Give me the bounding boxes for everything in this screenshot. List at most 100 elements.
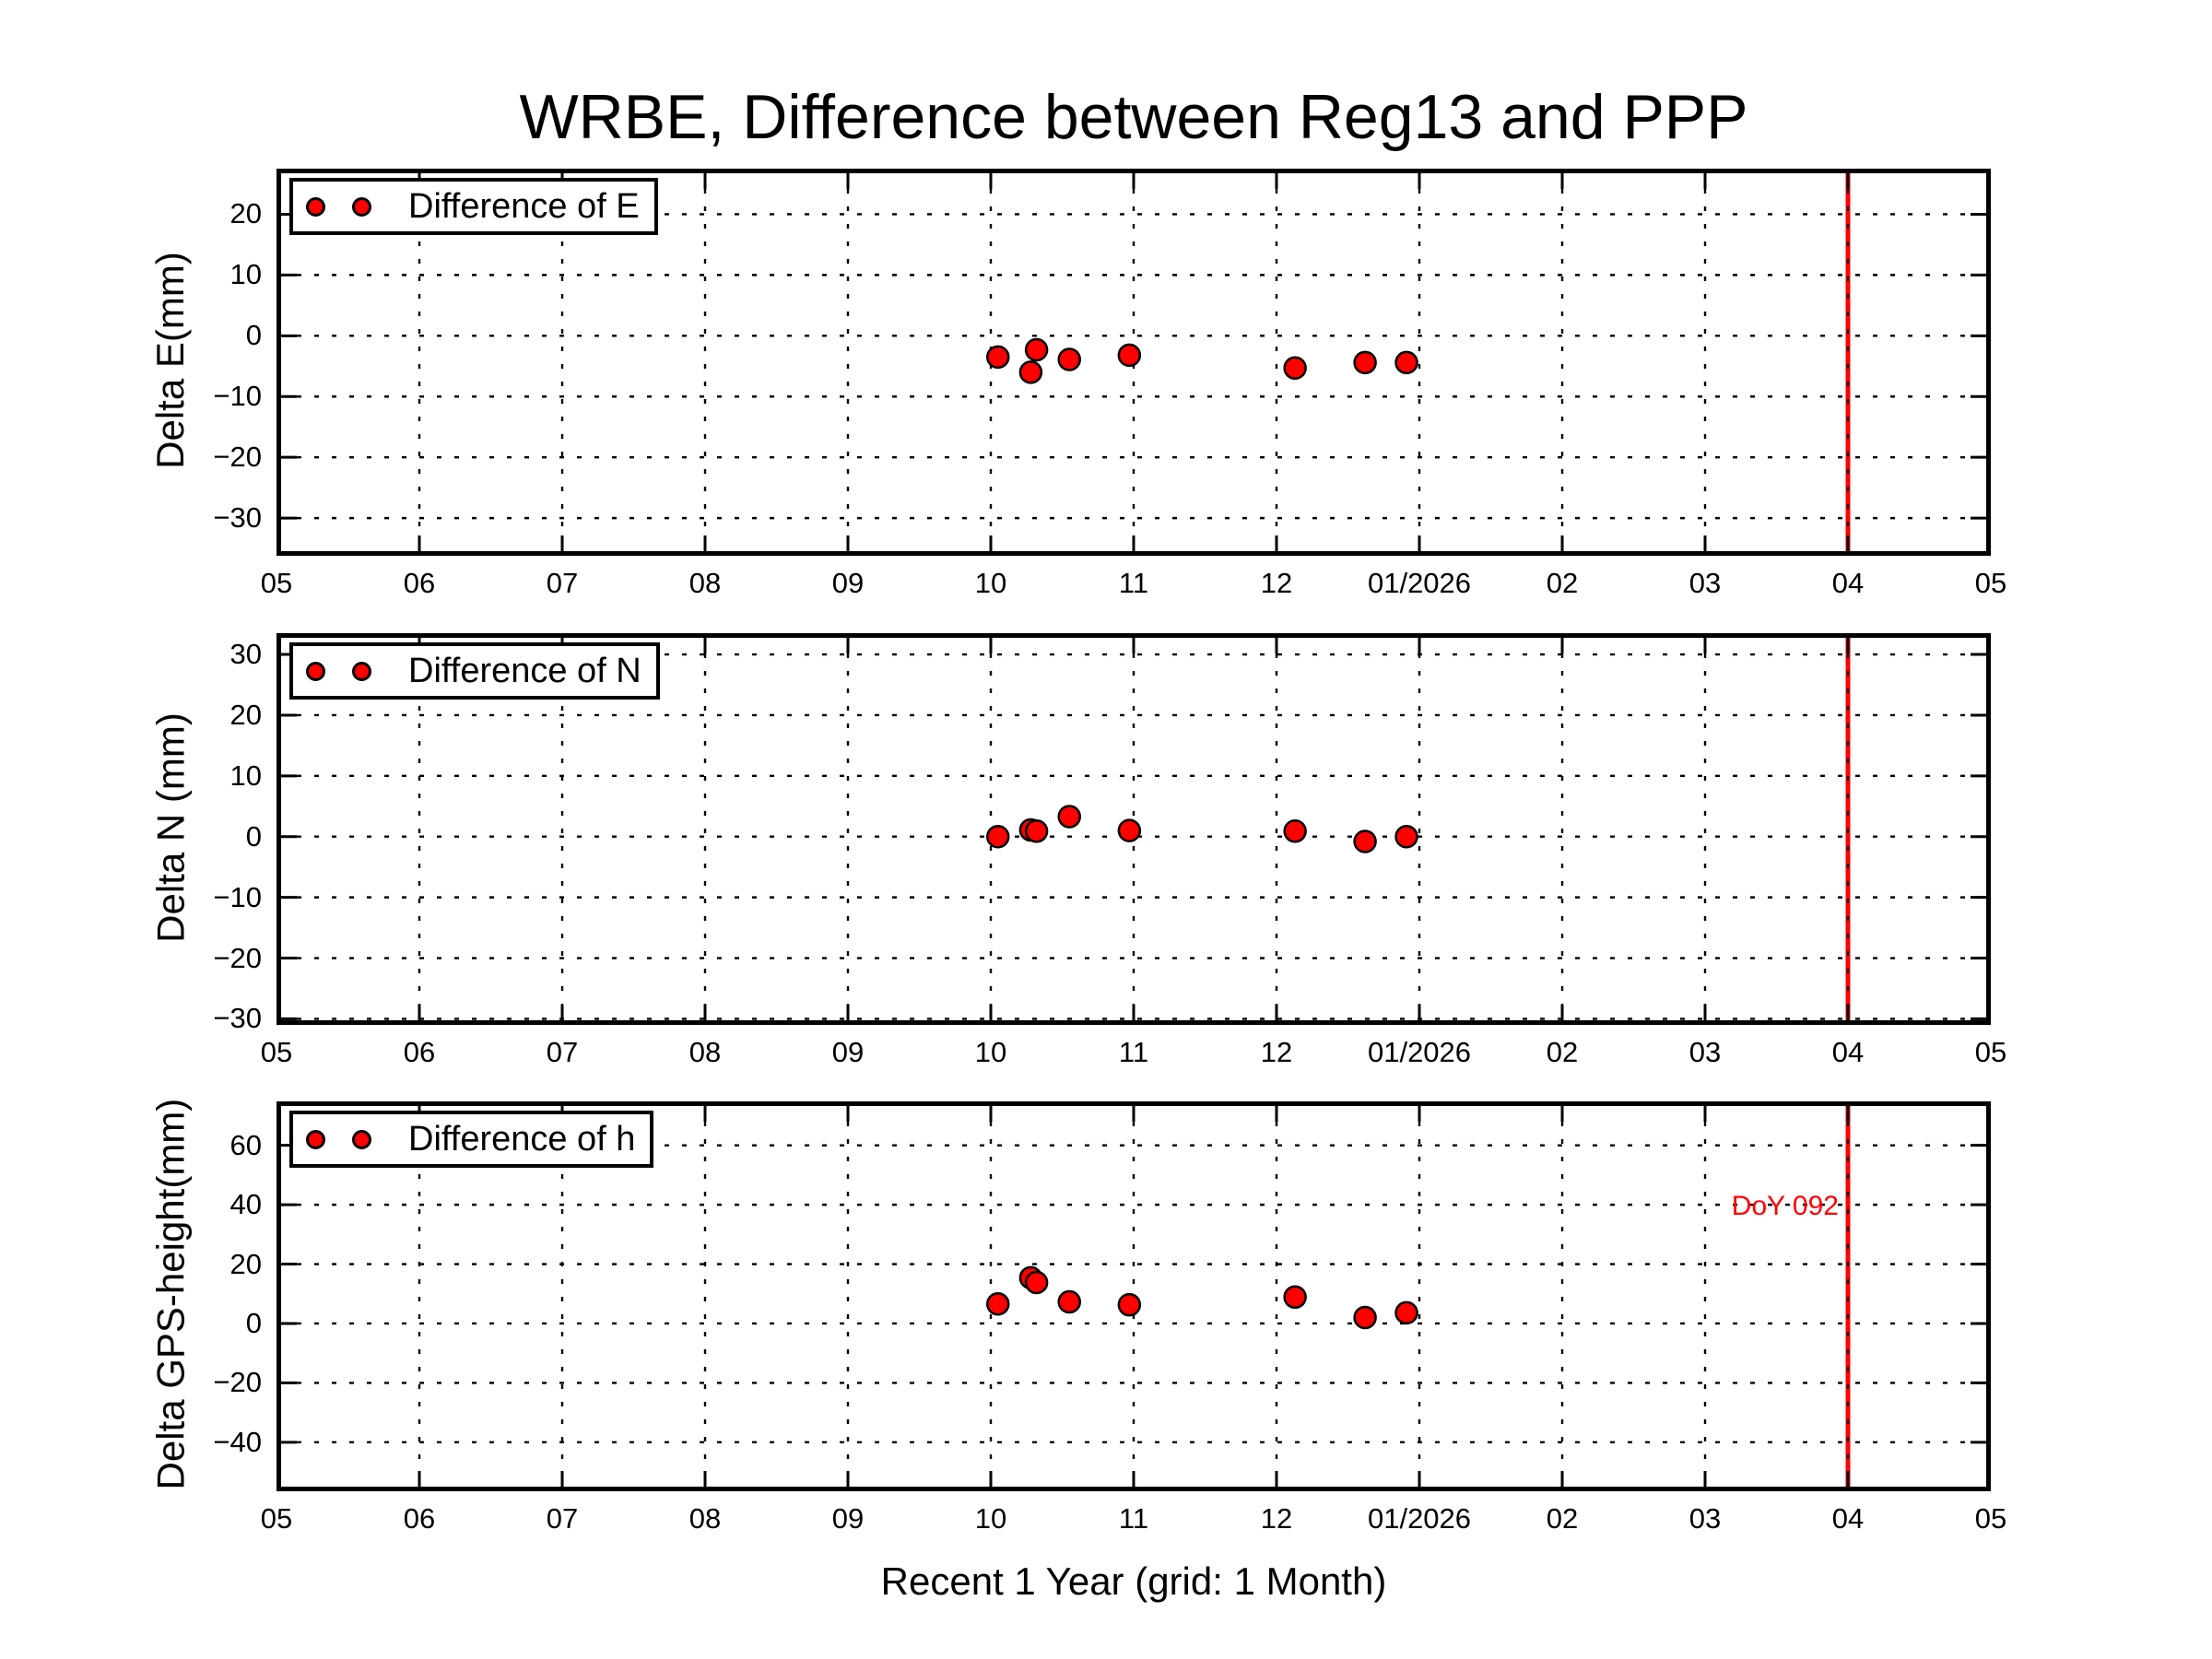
data-point xyxy=(1024,819,1049,843)
legend-marker-icon xyxy=(306,196,325,217)
subplot-delta-h: DoY 092 Difference of h xyxy=(276,1101,1991,1491)
data-point xyxy=(1024,1270,1049,1295)
data-point xyxy=(1057,347,1081,371)
plot-area-delta-n xyxy=(276,633,1991,1025)
data-point xyxy=(986,824,1010,849)
x-tick-label: 01/2026 xyxy=(1367,567,1472,599)
x-tick-label: 11 xyxy=(1118,1502,1149,1535)
x-tick-label: 05 xyxy=(1974,567,2007,599)
data-point xyxy=(1117,343,1142,368)
x-tick-label: 06 xyxy=(403,1036,436,1068)
x-tick-label: 03 xyxy=(1688,1036,1722,1068)
subplot-delta-e: Difference of E xyxy=(276,169,1991,556)
y-tick-label: 0 xyxy=(245,1306,262,1339)
data-point xyxy=(1394,1300,1418,1325)
legend-label: Difference of N xyxy=(408,652,641,690)
legend-marker-icon xyxy=(306,661,325,681)
data-point xyxy=(1353,350,1377,375)
data-point xyxy=(1057,1289,1081,1314)
y-tick-label: 10 xyxy=(229,258,262,291)
x-tick-label: 04 xyxy=(1831,1036,1865,1068)
x-tick-label: 12 xyxy=(1260,567,1293,599)
data-point xyxy=(986,1291,1010,1316)
x-tick-label: 07 xyxy=(546,1502,579,1535)
x-tick-label: 09 xyxy=(831,567,865,599)
y-tick-label: −10 xyxy=(213,380,262,413)
x-tick-label: 07 xyxy=(546,567,579,599)
y-tick-label: −20 xyxy=(213,941,262,974)
x-tick-label: 06 xyxy=(403,1502,436,1535)
x-tick-label: 11 xyxy=(1118,567,1149,599)
y-tick-label: 30 xyxy=(229,638,262,671)
x-tick-label: 10 xyxy=(974,1036,1007,1068)
data-point xyxy=(986,345,1010,370)
figure-title: WRBE, Difference between Reg13 and PPP xyxy=(519,82,1748,152)
x-tick-label: 12 xyxy=(1260,1036,1293,1068)
y-tick-label: 20 xyxy=(229,197,262,230)
y-tick-label: 20 xyxy=(229,1247,262,1280)
y-tick-label: −30 xyxy=(213,501,262,535)
x-tick-label: 06 xyxy=(403,567,436,599)
subplot-delta-n: Difference of N xyxy=(276,633,1991,1025)
axes-spines xyxy=(276,1101,1991,1491)
data-point xyxy=(1117,818,1142,842)
axes-spines xyxy=(276,633,1991,1025)
axes-spines xyxy=(276,169,1991,556)
data-point xyxy=(1117,1292,1142,1317)
x-tick-label: 05 xyxy=(260,1036,293,1068)
x-tick-label: 03 xyxy=(1688,1502,1722,1535)
legend-label: Difference of E xyxy=(408,187,640,226)
plot-area-delta-h: DoY 092 xyxy=(276,1101,1991,1491)
x-tick-label: 05 xyxy=(1974,1036,2007,1068)
y-tick-label: −20 xyxy=(213,1366,262,1399)
legend-label: Difference of h xyxy=(408,1120,636,1159)
x-tick-label: 10 xyxy=(974,567,1007,599)
x-tick-label: 04 xyxy=(1831,567,1865,599)
x-tick-label: 01/2026 xyxy=(1367,1502,1472,1535)
legend-marker-icon xyxy=(352,1129,371,1149)
x-tick-label: 09 xyxy=(831,1036,865,1068)
legend-marker-icon xyxy=(352,196,371,217)
plot-area-delta-e xyxy=(276,169,1991,556)
data-point xyxy=(1018,360,1043,384)
x-axis-label: Recent 1 Year (grid: 1 Month) xyxy=(880,1559,1387,1603)
x-tick-label: 01/2026 xyxy=(1367,1036,1472,1068)
x-tick-label: 10 xyxy=(974,1502,1007,1535)
legend-marker-icon xyxy=(306,1129,325,1149)
y-tick-label: −40 xyxy=(213,1425,262,1458)
legend-marker-icon xyxy=(352,661,371,681)
x-tick-label: 04 xyxy=(1831,1502,1865,1535)
x-tick-label: 09 xyxy=(831,1502,865,1535)
x-tick-label: 08 xyxy=(688,567,722,599)
vline-annotation: DoY 092 xyxy=(1732,1191,1839,1221)
x-tick-label: 05 xyxy=(260,1502,293,1535)
y-tick-label: 20 xyxy=(229,698,262,731)
y-tick-label: 0 xyxy=(245,819,262,853)
y-tick-label: −30 xyxy=(213,1002,262,1035)
x-tick-label: 08 xyxy=(688,1036,722,1068)
data-point xyxy=(1024,337,1049,362)
data-point xyxy=(1057,805,1081,829)
legend-box-delta-e: Difference of E xyxy=(289,178,658,235)
data-point xyxy=(1394,350,1418,375)
x-tick-label: 11 xyxy=(1118,1036,1149,1068)
y-tick-label: 40 xyxy=(229,1188,262,1221)
legend-box-delta-n: Difference of N xyxy=(289,642,660,700)
x-tick-label: 02 xyxy=(1546,1502,1579,1535)
x-tick-label: 12 xyxy=(1260,1502,1293,1535)
y-tick-label: 60 xyxy=(229,1128,262,1161)
data-point xyxy=(1283,1285,1307,1310)
x-tick-label: 03 xyxy=(1688,567,1722,599)
data-point xyxy=(1283,819,1307,843)
data-point xyxy=(1353,830,1377,853)
data-point xyxy=(1353,1305,1377,1330)
x-tick-label: 05 xyxy=(1974,1502,2007,1535)
x-tick-label: 08 xyxy=(688,1502,722,1535)
y-tick-label: −20 xyxy=(213,441,262,474)
x-tick-label: 05 xyxy=(260,567,293,599)
data-point xyxy=(1283,356,1307,381)
y-tick-label: −10 xyxy=(213,880,262,913)
y-tick-label: 0 xyxy=(245,319,262,352)
x-tick-label: 07 xyxy=(546,1036,579,1068)
